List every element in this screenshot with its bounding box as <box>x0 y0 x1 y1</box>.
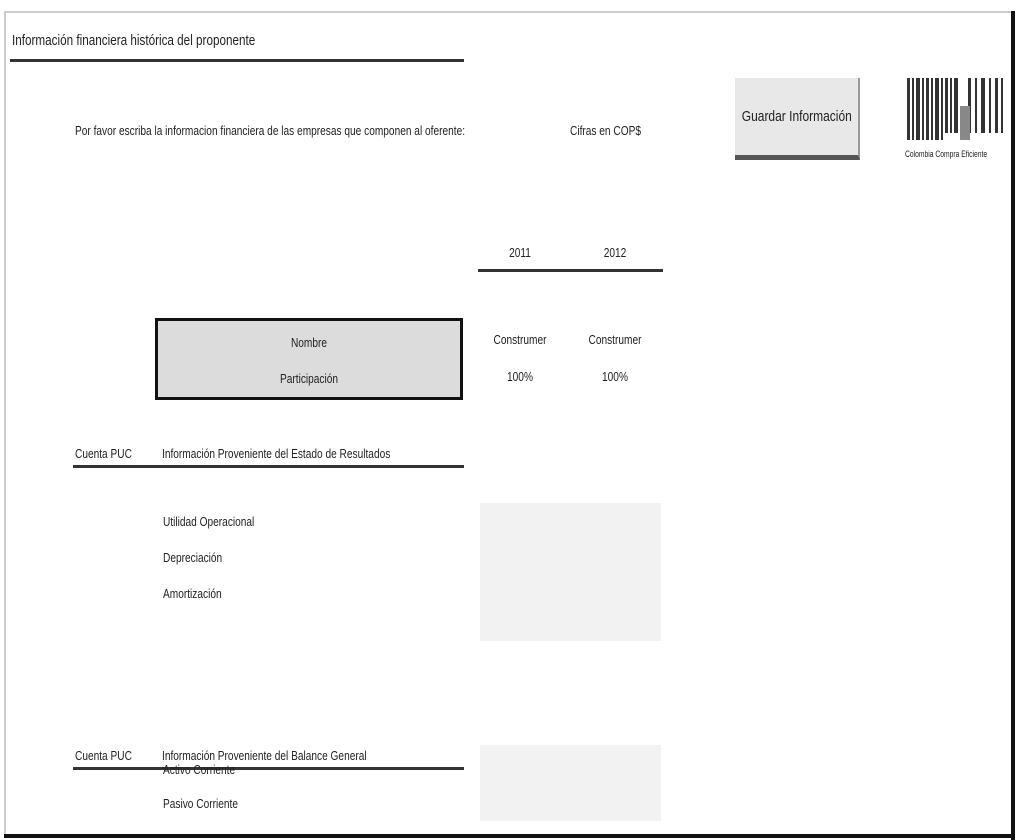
section1-code-label: Cuenta PUC <box>75 446 132 461</box>
company-share-2011: 100% <box>507 369 533 384</box>
company-share-2012: 100% <box>602 369 628 384</box>
years-underline <box>478 269 663 272</box>
page-title: Información financiera histórica del pro… <box>12 32 256 49</box>
colombia-compra-logo: Colombia Compra Eficiente <box>905 78 1005 162</box>
company-header-box: Nombre Participación <box>155 318 463 400</box>
logo-caption: Colombia Compra Eficiente <box>905 149 988 159</box>
title-underline <box>10 59 464 62</box>
company-name-2012: Construmer <box>588 332 642 347</box>
instruction-text: Por favor escriba la informacion financi… <box>75 123 466 138</box>
item-amortizacion: Amortización <box>163 586 222 601</box>
year-2012: 2012 <box>603 245 627 260</box>
company-name-2011: Construmer <box>493 332 547 347</box>
section1-title: Información Proveniente del Estado de Re… <box>162 446 391 461</box>
sheet-right-border <box>1011 11 1015 840</box>
item-depreciacion: Depreciación <box>163 550 223 565</box>
sheet-bottom-border <box>4 834 1015 838</box>
item-pasivo-corriente: Pasivo Corriente <box>163 796 238 811</box>
year-2011: 2011 <box>509 245 531 260</box>
name-label: Nombre <box>290 335 328 350</box>
section2-input-area[interactable] <box>480 745 661 821</box>
section2-code-label: Cuenta PUC <box>75 748 132 763</box>
sheet-left-border <box>4 11 6 836</box>
share-label: Participación <box>279 371 339 386</box>
save-information-button[interactable]: Guardar Información <box>735 78 860 160</box>
sheet-top-border <box>5 11 1015 13</box>
section1-input-area[interactable] <box>480 503 661 641</box>
section1-underline <box>73 465 464 468</box>
item-activo-corriente: Activo Corriente <box>163 762 236 777</box>
section2-title: Información Proveniente del Balance Gene… <box>162 748 367 763</box>
section2-underline <box>73 767 464 770</box>
item-utilidad-operacional: Utilidad Operacional <box>163 514 255 529</box>
currency-note: Cifras en COP$ <box>570 123 642 138</box>
